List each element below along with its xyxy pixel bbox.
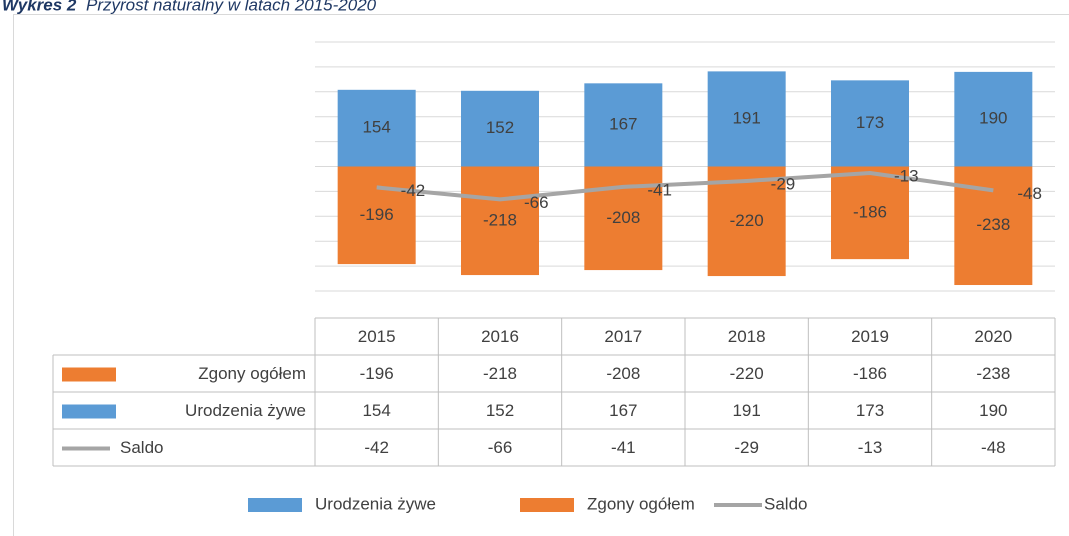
line-label: -42: [401, 181, 426, 200]
table-cell: -41: [611, 438, 636, 457]
table-cell: 154: [362, 401, 390, 420]
table-cell: -196: [360, 364, 394, 383]
legend-key: [248, 498, 302, 512]
chart-frame: [13, 14, 1069, 536]
table-cell: -238: [976, 364, 1010, 383]
table-cell: 152: [486, 401, 514, 420]
bar-label: -220: [730, 211, 764, 230]
bar: [831, 80, 909, 167]
x-tick-label: 2015: [358, 327, 396, 346]
legend-label: Zgony ogółem: [587, 494, 695, 513]
bar: [584, 83, 663, 167]
line-label: -66: [524, 193, 549, 212]
line-label: -13: [894, 166, 919, 185]
bar: [954, 71, 1033, 167]
table-cell: -13: [858, 438, 883, 457]
bar-label: 152: [486, 118, 514, 137]
line: [376, 170, 994, 202]
table-cell: -66: [488, 438, 513, 457]
bar-label: 190: [979, 109, 1007, 128]
bar: [337, 166, 416, 265]
legend-label: Saldo: [764, 494, 807, 513]
legend-key: [520, 498, 574, 512]
bar-label: 154: [362, 118, 390, 137]
x-tick-label: 2018: [728, 327, 766, 346]
chart-title: Przyrost naturalny w latach 2015-2020: [86, 0, 377, 14]
x-tick-label: 2017: [604, 327, 642, 346]
title-prefix: Wykres 2: [2, 0, 77, 14]
bar: [337, 89, 416, 167]
bar-label: -186: [853, 202, 887, 221]
table-cell: -48: [981, 438, 1006, 457]
bar-label: -218: [483, 210, 517, 229]
table-cell: -218: [483, 364, 517, 383]
bar: [707, 71, 786, 167]
bar: [707, 166, 786, 277]
table-row-label: Saldo: [120, 438, 163, 457]
x-tick-label: 2020: [974, 327, 1012, 346]
table-row-label: Zgony ogółem: [198, 364, 306, 383]
table-cell: 167: [609, 401, 637, 420]
bar: [831, 166, 909, 260]
bar: [461, 166, 539, 276]
table-cell: -186: [853, 364, 887, 383]
bar: [461, 90, 539, 167]
table-cell: 190: [979, 401, 1007, 420]
line-label: -41: [647, 180, 672, 199]
table-cell: 191: [732, 401, 760, 420]
table-row-label: Urodzenia żywe: [185, 401, 306, 420]
table-cell: -208: [606, 364, 640, 383]
legend-label: Urodzenia żywe: [315, 494, 436, 513]
table-cell: -42: [364, 438, 389, 457]
table-cell: -29: [734, 438, 759, 457]
table-legend-key: [62, 367, 116, 382]
bar-label: 173: [856, 113, 884, 132]
bar-label: -238: [976, 215, 1010, 234]
bar-label: -196: [360, 205, 394, 224]
bar-label: 167: [609, 114, 637, 133]
x-tick-label: 2019: [851, 327, 889, 346]
table-cell: -220: [730, 364, 764, 383]
table-legend-key: [62, 404, 116, 419]
table-cell: 173: [856, 401, 884, 420]
x-tick-label: 2016: [481, 327, 519, 346]
line-label: -48: [1017, 184, 1042, 203]
line-label: -29: [771, 174, 796, 193]
bar-label: 191: [732, 108, 760, 127]
bar-label: -208: [606, 208, 640, 227]
